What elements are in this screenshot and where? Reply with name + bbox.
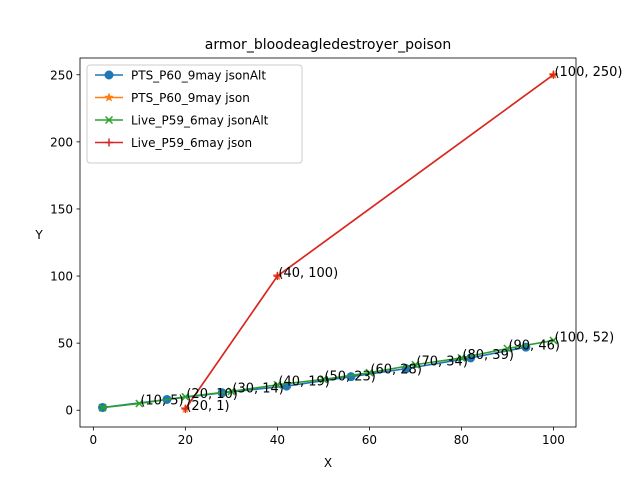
data-label-11: (100, 52): [554, 330, 614, 345]
x-axis-label: X: [324, 456, 332, 470]
series-2-point-9-stroke-b: [503, 344, 512, 353]
x-tick-label-4: 80: [454, 433, 469, 447]
y-tick-label-3: 150: [50, 202, 73, 216]
legend-label-3: Live_P59_6may json: [131, 136, 252, 150]
series-2-point-6: [365, 368, 374, 377]
series-3-point-0: [181, 404, 190, 413]
series-2-point-9: [503, 344, 512, 353]
series-2-point-4-stroke-b: [273, 380, 282, 389]
y-tick-label-0: 0: [65, 404, 73, 418]
x-tick-label-3: 60: [362, 433, 377, 447]
legend: PTS_P60_9may jsonAlt PTS_P60_9may json Liv…: [86, 64, 303, 164]
data-label-5: (40, 100): [278, 266, 338, 281]
data-label-8: (70, 34): [416, 355, 468, 370]
series-2-point-1: [135, 399, 144, 408]
series-2-point-6-stroke-b: [365, 368, 374, 377]
data-label-10: (90, 46): [508, 339, 560, 354]
x-tick-label-2: 40: [270, 433, 285, 447]
data-label-1: (20, 10): [186, 387, 238, 402]
y-tick-label-5: 250: [50, 68, 73, 82]
legend-marker-2-stroke-b: [104, 115, 114, 125]
series-2-point-4: [273, 380, 282, 389]
series-2-point-0-stroke-b: [98, 403, 107, 412]
series-2-point-10: [549, 336, 558, 345]
legend-marker-1: [104, 92, 114, 102]
y-tick-label-2: 100: [50, 270, 73, 284]
series-2-point-2: [181, 392, 190, 401]
legend-label-2: Live_P59_6may jsonAlt: [131, 114, 269, 128]
data-label-6: (50, 23): [324, 369, 376, 384]
series-2-point-5: [319, 375, 328, 384]
plot-area: (10, 5) (20, 10)(20, 1)(30, 14)(40, 19) (4…: [98, 65, 623, 414]
axes: 0 20 40 60 80 100 0 50 100 150 200 250: [50, 57, 577, 447]
legend-marker-2: [104, 115, 114, 125]
axes-frame: [79, 57, 577, 428]
series-2-point-3-stroke-b: [227, 387, 236, 396]
series-2-point-8-stroke-b: [457, 353, 466, 362]
data-label-0: (10, 5): [140, 394, 183, 409]
chart-title: armor_bloodeagledestroyer_poison: [205, 37, 451, 53]
series-2-point-3: [227, 387, 236, 396]
series-2-point-2-stroke-b: [181, 392, 190, 401]
data-label-4: (40, 19): [278, 375, 330, 390]
legend-marker-3: [105, 138, 113, 147]
y-tick-label-4: 200: [50, 135, 73, 149]
x-tick-label-5: 100: [542, 433, 565, 447]
series-3-point-2: [549, 70, 558, 79]
legend-box: [86, 64, 303, 164]
data-label-3: (30, 14): [232, 381, 284, 396]
series-2-point-0: [98, 403, 107, 412]
y-axis-label: Y: [34, 228, 43, 242]
legend-marker-0: [104, 70, 114, 80]
y-tick-label-1: 50: [58, 337, 73, 351]
series-2-point-7-stroke-b: [411, 360, 420, 369]
series-2-point-10-stroke-b: [549, 336, 558, 345]
series-2-point-5-stroke-b: [319, 375, 328, 384]
series-2-point-7: [411, 360, 420, 369]
plot-series: [98, 69, 559, 414]
legend-label-1: PTS_P60_9may json: [131, 91, 250, 105]
legend-label-0: PTS_P60_9may jsonAlt: [131, 69, 266, 83]
series-2-point-8: [457, 353, 466, 362]
series-2-point-1-stroke-b: [135, 399, 144, 408]
series-3-point-1: [273, 272, 282, 281]
data-label-9: (80, 39): [462, 348, 513, 363]
x-tick-label-1: 20: [178, 433, 193, 447]
data-label-7: (60, 28): [370, 363, 422, 378]
x-tick-label-0: 0: [90, 433, 98, 447]
data-label-2: (20, 1): [186, 399, 229, 414]
data-label-12: (100, 250): [554, 65, 622, 80]
